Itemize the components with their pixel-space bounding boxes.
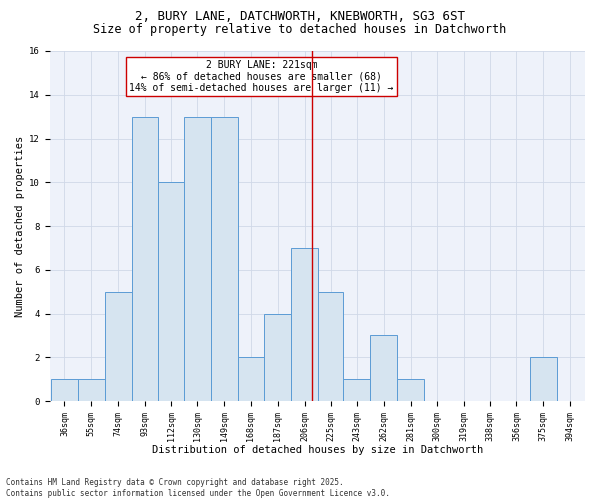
Text: Contains HM Land Registry data © Crown copyright and database right 2025.
Contai: Contains HM Land Registry data © Crown c… <box>6 478 390 498</box>
Bar <box>238 358 265 401</box>
Bar <box>51 379 78 401</box>
Bar <box>158 182 184 401</box>
Bar <box>211 116 238 401</box>
Bar <box>291 248 318 401</box>
Bar <box>370 336 397 401</box>
Y-axis label: Number of detached properties: Number of detached properties <box>15 136 25 316</box>
Text: 2 BURY LANE: 221sqm
← 86% of detached houses are smaller (68)
14% of semi-detach: 2 BURY LANE: 221sqm ← 86% of detached ho… <box>130 60 394 93</box>
Bar <box>78 379 105 401</box>
Bar <box>343 379 370 401</box>
Bar <box>530 358 557 401</box>
Bar <box>397 379 424 401</box>
Bar <box>131 116 158 401</box>
Text: 2, BURY LANE, DATCHWORTH, KNEBWORTH, SG3 6ST: 2, BURY LANE, DATCHWORTH, KNEBWORTH, SG3… <box>135 10 465 23</box>
Bar <box>318 292 343 401</box>
Text: Size of property relative to detached houses in Datchworth: Size of property relative to detached ho… <box>94 22 506 36</box>
Bar <box>265 314 291 401</box>
Bar <box>105 292 131 401</box>
X-axis label: Distribution of detached houses by size in Datchworth: Distribution of detached houses by size … <box>152 445 483 455</box>
Bar <box>184 116 211 401</box>
